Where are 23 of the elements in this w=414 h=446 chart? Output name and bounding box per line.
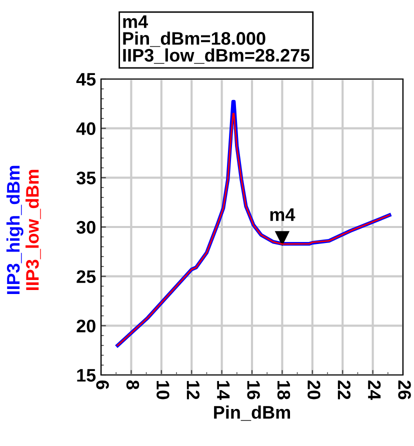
x-tick-label: 18	[277, 381, 290, 400]
x-tick-label: 24	[368, 380, 381, 400]
text: m4 Pin_dBm=18.000 IIP3_low_dBm=28.275	[123, 15, 310, 64]
y-tick-label: 45	[76, 73, 96, 86]
x-tick-label: 26	[398, 380, 411, 400]
y-tick-label: 25	[76, 270, 96, 284]
x-tick-label: 6	[96, 380, 109, 390]
text: IIP3_high_dBm	[6, 166, 24, 294]
x-tick-label: 14	[217, 381, 230, 400]
y-tick-label: 20	[76, 320, 96, 332]
x-tick-label: 22	[338, 380, 351, 400]
y-tick-label: 35	[76, 172, 96, 184]
x-tick-label: 16	[247, 381, 260, 400]
x-axis-title: Pin_dBm	[214, 406, 290, 421]
x-tick-label: 12	[186, 381, 200, 400]
y-tick-label: 40	[76, 122, 96, 136]
x-tick-label: 20	[308, 380, 320, 400]
annotation: m4	[270, 208, 296, 221]
x-tick-label: 10	[156, 381, 170, 400]
y-tick-label: 30	[76, 220, 96, 234]
x-tick-label: 8	[126, 380, 140, 390]
text: IIP3_low_dBm	[26, 170, 41, 290]
y-tick-label: 15	[77, 369, 96, 382]
